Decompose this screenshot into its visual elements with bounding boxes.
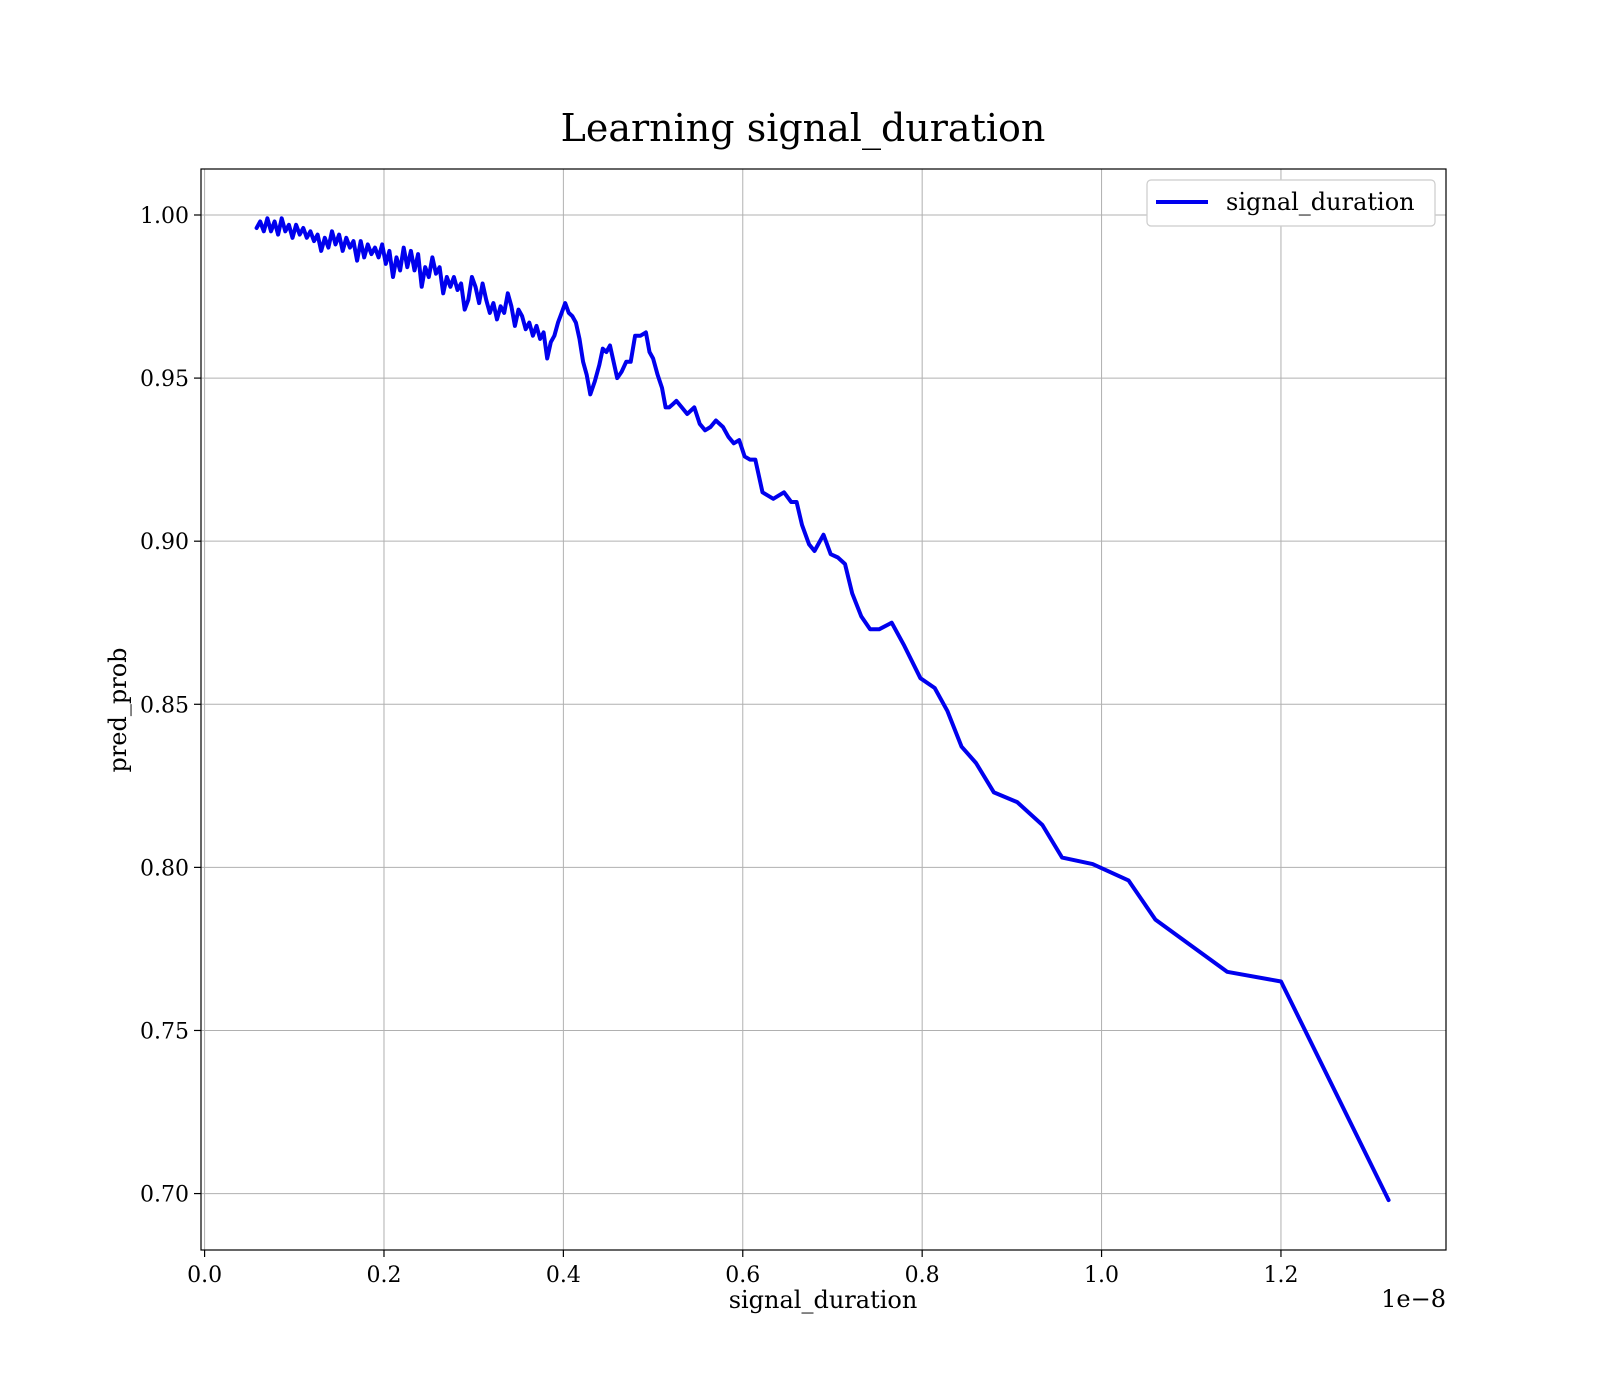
y-axis-label: pred_prob bbox=[104, 647, 132, 772]
y-tick-label: 0.85 bbox=[140, 693, 189, 718]
x-axis-label: signal_duration bbox=[729, 1286, 918, 1314]
x-tick-label: 0.8 bbox=[905, 1263, 940, 1288]
x-axis-offset-label: 1e−8 bbox=[1381, 1285, 1446, 1313]
y-tick-label: 0.90 bbox=[140, 530, 189, 555]
y-axis: 0.70 0.75 0.80 0.85 0.90 0.95 1.00 bbox=[140, 204, 201, 1208]
legend-box bbox=[1146, 179, 1436, 227]
y-tick-label: 0.75 bbox=[140, 1019, 189, 1044]
x-tick-label: 1.0 bbox=[1084, 1263, 1119, 1288]
y-tick-label: 0.80 bbox=[140, 856, 189, 881]
axes-frame bbox=[200, 168, 1447, 1251]
x-tick-label: 1.2 bbox=[1263, 1263, 1298, 1288]
grid bbox=[201, 169, 1446, 1250]
y-tick-label: 1.00 bbox=[140, 204, 189, 229]
x-tick-label: 0.4 bbox=[546, 1263, 581, 1288]
legend: signal_duration bbox=[1146, 179, 1436, 227]
x-tick-label: 0.0 bbox=[187, 1263, 222, 1288]
chart-title: Learning signal_duration bbox=[561, 106, 1046, 151]
plot-area bbox=[254, 216, 1391, 1203]
y-tick-label: 0.95 bbox=[140, 367, 189, 392]
legend-label: signal_duration bbox=[1226, 188, 1415, 216]
x-axis: 0.0 0.2 0.4 0.6 0.8 1.0 1.2 bbox=[187, 1250, 1298, 1288]
x-tick-label: 0.2 bbox=[366, 1263, 401, 1288]
x-tick-label: 0.6 bbox=[725, 1263, 760, 1288]
series-line-signal-duration bbox=[254, 216, 1391, 1203]
y-tick-label: 0.70 bbox=[140, 1183, 189, 1208]
